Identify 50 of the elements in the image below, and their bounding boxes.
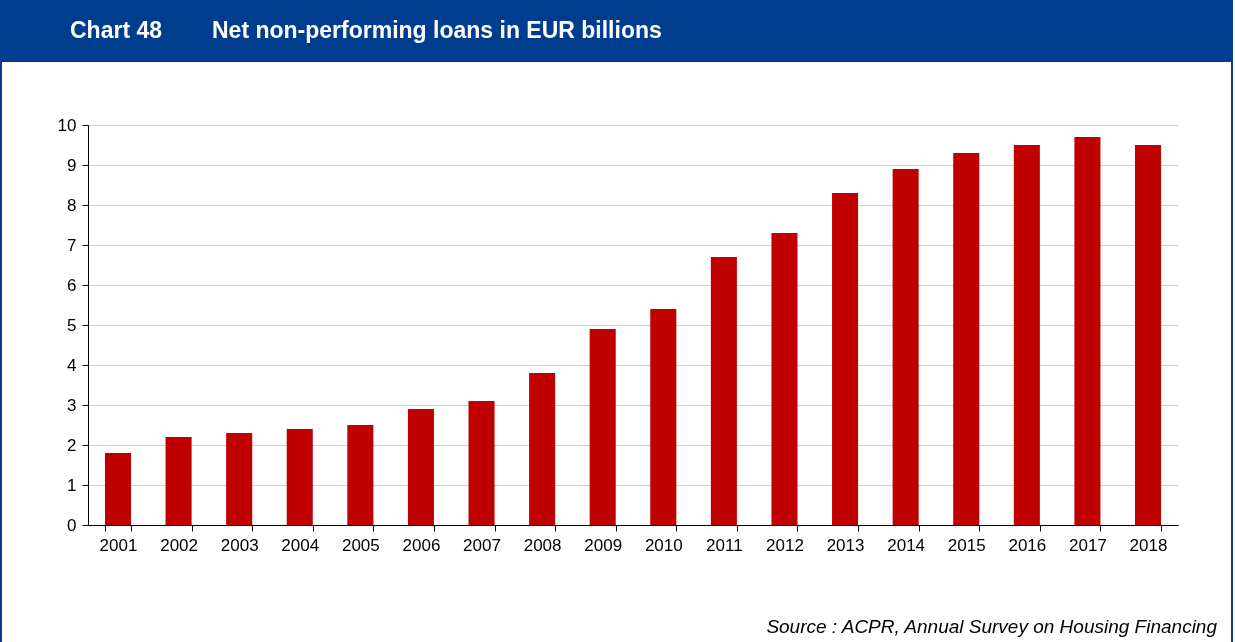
bar bbox=[468, 401, 495, 525]
bar bbox=[1013, 145, 1040, 525]
x-tick-label: 2003 bbox=[220, 535, 259, 555]
y-tick-label: 2 bbox=[67, 435, 77, 455]
y-tick-label: 8 bbox=[67, 195, 77, 215]
x-tick-label: 2017 bbox=[1069, 535, 1107, 555]
x-tick-label: 2012 bbox=[766, 535, 804, 555]
bar bbox=[892, 169, 919, 525]
x-tick-label: 2001 bbox=[99, 535, 138, 555]
y-tick-label: 4 bbox=[67, 355, 77, 375]
bar bbox=[771, 233, 798, 525]
bar bbox=[347, 425, 374, 525]
y-tick-label: 1 bbox=[67, 475, 77, 495]
x-tick-label: 2016 bbox=[1008, 535, 1047, 555]
bar bbox=[589, 329, 616, 525]
x-tick-label: 2010 bbox=[644, 535, 683, 555]
y-tick-label: 3 bbox=[67, 395, 77, 415]
x-tick-label: 2013 bbox=[826, 535, 865, 555]
x-tick-label: 2006 bbox=[402, 535, 441, 555]
y-tick-label: 10 bbox=[57, 115, 77, 135]
x-tick-label: 2015 bbox=[947, 535, 986, 555]
x-tick-label: 2014 bbox=[887, 535, 926, 555]
x-tick-label: 2018 bbox=[1129, 535, 1168, 555]
bar bbox=[165, 437, 192, 525]
x-tick-label: 2011 bbox=[706, 535, 743, 555]
x-tick-label: 2005 bbox=[341, 535, 380, 555]
chart-subtitle: Net non-performing loans in EUR billions bbox=[212, 17, 662, 44]
bar bbox=[710, 257, 737, 525]
bar bbox=[226, 433, 253, 525]
bar bbox=[1134, 145, 1162, 525]
bar bbox=[529, 373, 556, 525]
bar bbox=[104, 453, 132, 525]
bar bbox=[407, 409, 434, 525]
y-tick-label: 6 bbox=[67, 275, 77, 295]
x-tick-label: 2008 bbox=[523, 535, 562, 555]
y-tick-label: 9 bbox=[67, 155, 77, 175]
chart-title: Chart 48 bbox=[70, 17, 163, 44]
y-tick-label: 0 bbox=[67, 515, 77, 535]
bar bbox=[650, 309, 677, 525]
y-tick-label: 7 bbox=[67, 235, 77, 255]
bar bbox=[1074, 137, 1101, 525]
bar bbox=[286, 429, 313, 525]
bar bbox=[832, 193, 859, 525]
bar bbox=[953, 153, 980, 525]
y-tick-label: 5 bbox=[67, 315, 77, 335]
x-tick-label: 2002 bbox=[160, 535, 198, 555]
source-note: Source : ACPR, Annual Survey on Housing Financing bbox=[766, 616, 1217, 638]
x-tick-label: 2009 bbox=[584, 535, 623, 555]
x-tick-label: 2004 bbox=[281, 535, 320, 555]
x-tick-label: 2007 bbox=[463, 535, 501, 555]
